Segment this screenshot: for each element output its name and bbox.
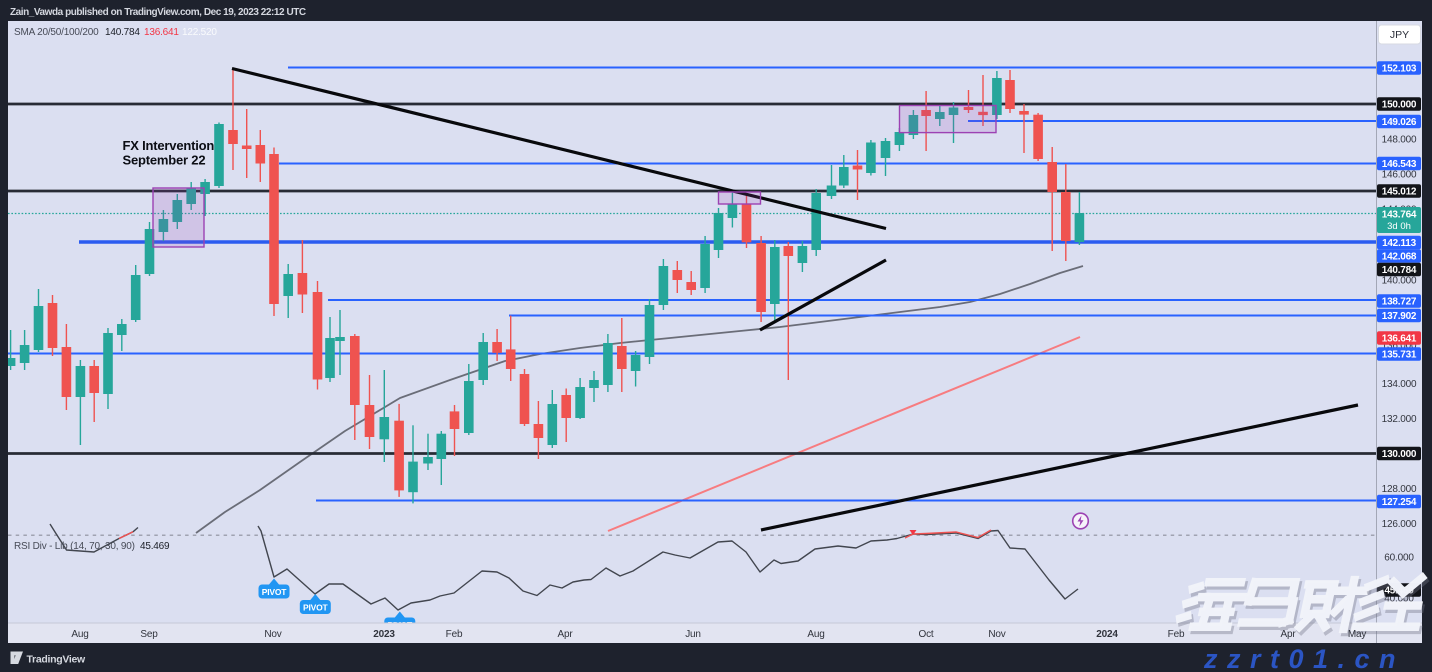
svg-text:137.902: 137.902 xyxy=(1382,311,1417,322)
svg-text:2024: 2024 xyxy=(1096,629,1118,640)
svg-text:45.469: 45.469 xyxy=(140,541,170,552)
svg-text:JPY: JPY xyxy=(1390,29,1409,41)
svg-text:Aug: Aug xyxy=(71,629,88,640)
svg-text:Oct: Oct xyxy=(919,629,934,640)
svg-text:RSI Div - Lib (14, 70, 30, 90): RSI Div - Lib (14, 70, 30, 90) xyxy=(14,541,135,552)
svg-text:140.784: 140.784 xyxy=(105,27,140,38)
svg-text:TradingView: TradingView xyxy=(27,654,86,666)
svg-text:140.784: 140.784 xyxy=(1382,265,1417,276)
svg-text:146.000: 146.000 xyxy=(1382,170,1417,181)
svg-text:149.026: 149.026 xyxy=(1382,117,1417,128)
svg-text:3d 0h: 3d 0h xyxy=(1387,221,1411,232)
svg-text:134.000: 134.000 xyxy=(1382,379,1417,390)
svg-text:148.000: 148.000 xyxy=(1382,135,1417,146)
svg-text:FX Intervention: FX Intervention xyxy=(123,138,215,153)
svg-text:60.000: 60.000 xyxy=(1384,553,1414,564)
svg-text:PIVOT: PIVOT xyxy=(303,603,329,613)
svg-text:Feb: Feb xyxy=(446,629,463,640)
svg-text:146.543: 146.543 xyxy=(1382,159,1417,170)
svg-text:143.764: 143.764 xyxy=(1382,210,1417,221)
svg-text:SMA 20/50/100/200: SMA 20/50/100/200 xyxy=(14,27,99,38)
svg-text:Sep: Sep xyxy=(140,629,158,640)
svg-text:Apr: Apr xyxy=(558,629,574,640)
svg-text:122.520: 122.520 xyxy=(182,27,217,38)
svg-text:136.641: 136.641 xyxy=(144,27,179,38)
svg-text:132.000: 132.000 xyxy=(1382,414,1417,425)
svg-text:Nov: Nov xyxy=(988,629,1005,640)
svg-text:152.103: 152.103 xyxy=(1382,64,1417,75)
svg-text:40.000: 40.000 xyxy=(1384,594,1414,605)
svg-text:145.012: 145.012 xyxy=(1382,187,1417,198)
svg-text:Feb: Feb xyxy=(1168,629,1185,640)
svg-text:2023: 2023 xyxy=(373,629,395,640)
svg-text:136.000: 136.000 xyxy=(1382,341,1417,352)
svg-text:Zain_Vawda published on Tradin: Zain_Vawda published on TradingView.com,… xyxy=(10,7,306,18)
svg-text:138.727: 138.727 xyxy=(1382,297,1417,308)
svg-text:Aug: Aug xyxy=(807,629,824,640)
svg-text:September 22: September 22 xyxy=(123,153,206,168)
svg-text:130.000: 130.000 xyxy=(1382,449,1417,460)
svg-text:128.000: 128.000 xyxy=(1382,484,1417,495)
svg-text:135.731: 135.731 xyxy=(1382,350,1417,361)
svg-text:Apr: Apr xyxy=(1281,629,1297,640)
svg-text:142.113: 142.113 xyxy=(1382,238,1417,249)
svg-text:136.641: 136.641 xyxy=(1382,334,1417,345)
svg-text:Nov: Nov xyxy=(264,629,281,640)
svg-text:Jun: Jun xyxy=(685,629,701,640)
svg-text:126.000: 126.000 xyxy=(1382,519,1417,530)
svg-text:140.000: 140.000 xyxy=(1382,276,1417,287)
svg-text:zzrt01.cn: zzrt01.cn xyxy=(1203,644,1405,672)
svg-text:127.254: 127.254 xyxy=(1382,497,1417,508)
svg-text:150.000: 150.000 xyxy=(1382,100,1417,111)
svg-text:142.068: 142.068 xyxy=(1382,252,1417,263)
svg-text:PIVOT: PIVOT xyxy=(262,587,288,597)
svg-text:May: May xyxy=(1348,629,1366,640)
